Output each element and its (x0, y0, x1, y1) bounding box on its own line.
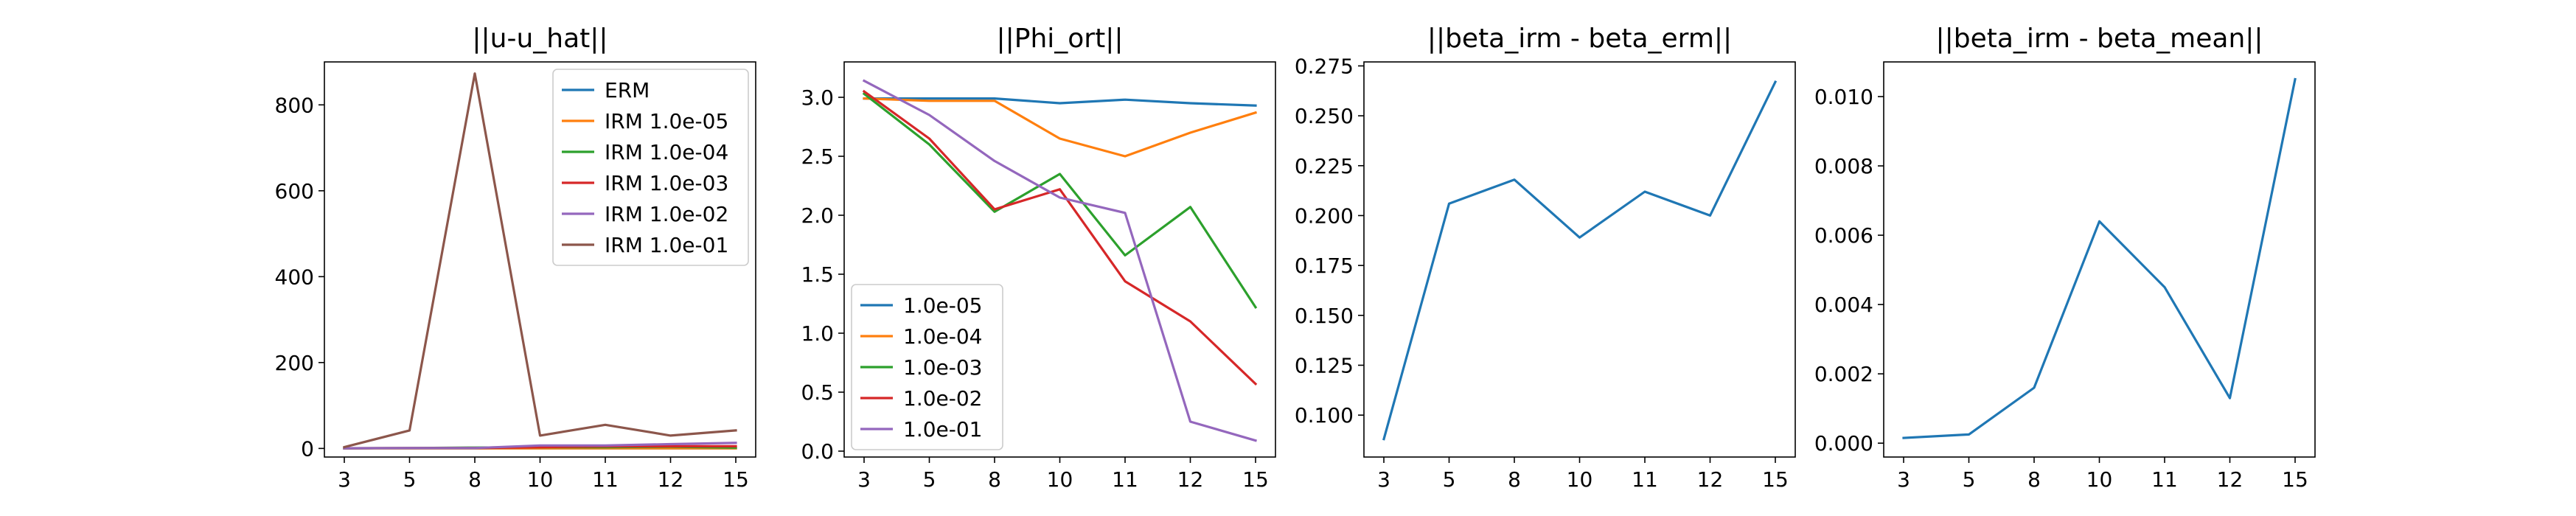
x-tick-label: 10 (2086, 467, 2113, 492)
chart-panel-2: ||Phi_ort|| 3 5 8 10 11 12 15 0.0 0.5 1.0 1.5 2.0 2.5… (801, 24, 1276, 492)
x-tick-label: 12 (1697, 467, 1724, 492)
x-tick-label: 11 (2151, 467, 2178, 492)
x-tick-label: 8 (468, 467, 481, 492)
x-tick-label: 11 (1632, 467, 1658, 492)
chart-title: ||Phi_ort|| (997, 24, 1124, 54)
x-tick-label: 12 (1177, 467, 1204, 492)
x-tick-label: 5 (923, 467, 936, 492)
chart-title: ||beta_irm - beta_erm|| (1427, 24, 1732, 54)
y-tick-label: 0.100 (1295, 403, 1354, 428)
x-tick-label: 3 (857, 467, 871, 492)
x-tick-label: 15 (1762, 467, 1789, 492)
legend-label: ERM (605, 78, 650, 102)
legend-label: 1.0e-03 (903, 355, 983, 380)
y-tick-label: 0.125 (1295, 353, 1354, 377)
series-line-1 (1902, 77, 2297, 439)
y-tick-label: 0.0 (801, 439, 834, 464)
y-tick-label: 0.006 (1814, 223, 1873, 248)
y-tick-label: 0.008 (1814, 154, 1873, 178)
legend-label: 1.0e-05 (903, 293, 983, 318)
series-line-4 (862, 89, 1258, 386)
series-line-2 (863, 97, 1257, 158)
y-tick-label: 0.010 (1814, 85, 1873, 109)
y-tick-label: 0.000 (1814, 431, 1873, 456)
x-tick-label: 3 (1377, 467, 1390, 492)
chart-title: ||beta_irm - beta_mean|| (1935, 24, 2263, 54)
y-tick-label: 800 (275, 93, 314, 117)
x-tick-label: 11 (592, 467, 619, 492)
x-tick-label: 8 (988, 467, 1001, 492)
series-line-3 (862, 91, 1258, 310)
chart-panel-1: ||u-u_hat|| 3 5 8 10 11 12 15 0 200 400 600 800 ERM IR… (275, 24, 756, 492)
y-tick-label: 0.002 (1814, 362, 1873, 386)
legend-label: IRM 1.0e-05 (605, 109, 728, 133)
x-tick-label: 12 (2217, 467, 2243, 492)
x-tick-label: 5 (1963, 467, 1976, 492)
y-tick-label: 0.250 (1295, 104, 1354, 128)
x-tick-label: 3 (338, 467, 351, 492)
legend-box (851, 284, 1003, 450)
x-tick-label: 5 (403, 467, 417, 492)
series-line-1 (1382, 80, 1778, 441)
legend-label: 1.0e-02 (903, 386, 983, 411)
y-tick-label: 1.5 (801, 262, 834, 287)
x-tick-label: 15 (723, 467, 749, 492)
y-tick-label: 1.0 (801, 321, 834, 346)
x-tick-label: 5 (1443, 467, 1456, 492)
x-tick-label: 8 (1508, 467, 1521, 492)
y-tick-label: 0.5 (801, 380, 834, 405)
legend-label: IRM 1.0e-04 (605, 140, 728, 164)
y-tick-label: 0.275 (1295, 54, 1354, 78)
x-tick-label: 11 (1112, 467, 1138, 492)
legend-label: 1.0e-04 (903, 324, 983, 349)
legend-label: IRM 1.0e-01 (605, 233, 728, 257)
y-tick-label: 0.004 (1814, 293, 1873, 317)
legend: 1.0e-05 1.0e-04 1.0e-03 1.0e-02 1.0e-01 (851, 284, 1003, 450)
legend-label: IRM 1.0e-03 (605, 171, 728, 195)
x-tick-label: 15 (2282, 467, 2308, 492)
y-tick-label: 600 (275, 179, 314, 203)
y-tick-label: 0.175 (1295, 254, 1354, 278)
series-line-1 (863, 97, 1257, 107)
axes-frame (1363, 61, 1796, 458)
y-tick-label: 2.5 (801, 144, 834, 169)
x-tick-label: 10 (1567, 467, 1593, 492)
y-tick-label: 200 (275, 351, 314, 375)
x-tick-label: 12 (658, 467, 684, 492)
series-line-5 (862, 79, 1257, 442)
y-tick-label: 0 (301, 436, 314, 461)
axes-frame (1883, 61, 2316, 458)
y-tick-label: 2.0 (801, 203, 834, 228)
x-tick-label: 10 (527, 467, 554, 492)
series-line-6 (343, 72, 737, 449)
axes-frame (843, 61, 1276, 458)
y-tick-label: 400 (275, 265, 314, 289)
chart-panel-3: ||beta_irm - beta_erm|| 3 5 8 10 11 12 15 0.100 0… (1295, 24, 1796, 492)
x-tick-label: 10 (1047, 467, 1073, 492)
axes-frame (324, 61, 756, 458)
y-tick-label: 3.0 (801, 86, 834, 110)
legend: ERM IRM 1.0e-05 IRM 1.0e-04 IRM 1.0e-03 IRM … (552, 69, 749, 266)
series-line-5 (343, 442, 737, 450)
chart-panel-4: ||beta_irm - beta_mean|| 3 5 8 10 11 12 15 0.000… (1814, 24, 2316, 492)
legend-label: 1.0e-01 (903, 417, 983, 442)
chart-title: ||u-u_hat|| (472, 24, 608, 54)
y-tick-label: 0.225 (1295, 154, 1354, 178)
x-tick-label: 8 (2027, 467, 2041, 492)
y-tick-label: 0.200 (1295, 203, 1354, 228)
x-tick-label: 15 (1242, 467, 1269, 492)
x-tick-label: 3 (1897, 467, 1910, 492)
legend-box (552, 69, 749, 266)
legend-label: IRM 1.0e-02 (605, 202, 728, 226)
y-tick-label: 0.150 (1295, 304, 1354, 328)
